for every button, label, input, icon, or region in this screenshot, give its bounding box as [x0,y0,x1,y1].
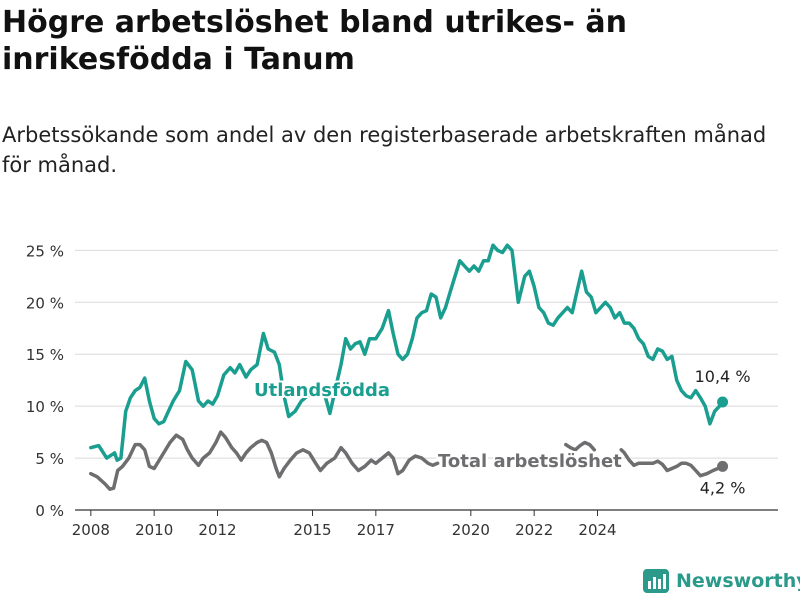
y-tick-label: 5 % [35,450,64,468]
end-label-total: 4,2 % [700,478,746,497]
x-tick-label: 2020 [452,521,490,539]
x-tick-label: 2015 [293,521,331,539]
end-label-utlandsfodda: 10,4 % [695,367,751,386]
series-line-total [619,448,725,478]
chart-subtitle: Arbetssökande som andel av den registerb… [2,123,767,177]
series-end-point-total [717,460,729,472]
y-tick-label: 10 % [26,398,64,416]
y-tick-label: 25 % [26,242,64,260]
y-tick-label: 20 % [26,294,64,312]
bar-chart-logo-icon [643,569,669,593]
series-line-utlandsfodda [89,243,725,462]
series-end-point-utlandsfodda [717,396,729,408]
axis-layer: 0 % 5 % 10 % 15 % 20 % 25 % 2008 2010 2012 2015 20… [26,242,617,539]
x-tick-label: 2010 [135,521,173,539]
series-line-total [564,440,597,452]
x-tick-label: 2008 [72,521,110,539]
x-tick-label: 2017 [357,521,395,539]
y-tick-label: 0 % [35,502,64,520]
x-tick-label: 2012 [198,521,236,539]
newsworthy-brand[interactable]: Newsworthy [642,568,800,594]
series-line-total [89,430,440,491]
series-label-total: Total arbetslöshet [438,451,622,472]
y-tick-label: 15 % [26,346,64,364]
x-tick-label: 2022 [515,521,553,539]
series-layer [89,243,729,491]
chart-title: Högre arbetslöshet bland utrikes- än inr… [2,5,627,77]
brand-name: Newsworthy [676,570,800,592]
series-label-utlandsfodda: Utlandsfödda [254,380,390,401]
label-layer: Utlandsfödda Total arbetslöshet 10,4 % 4,2 … [252,367,751,497]
x-tick-label: 2024 [578,521,616,539]
